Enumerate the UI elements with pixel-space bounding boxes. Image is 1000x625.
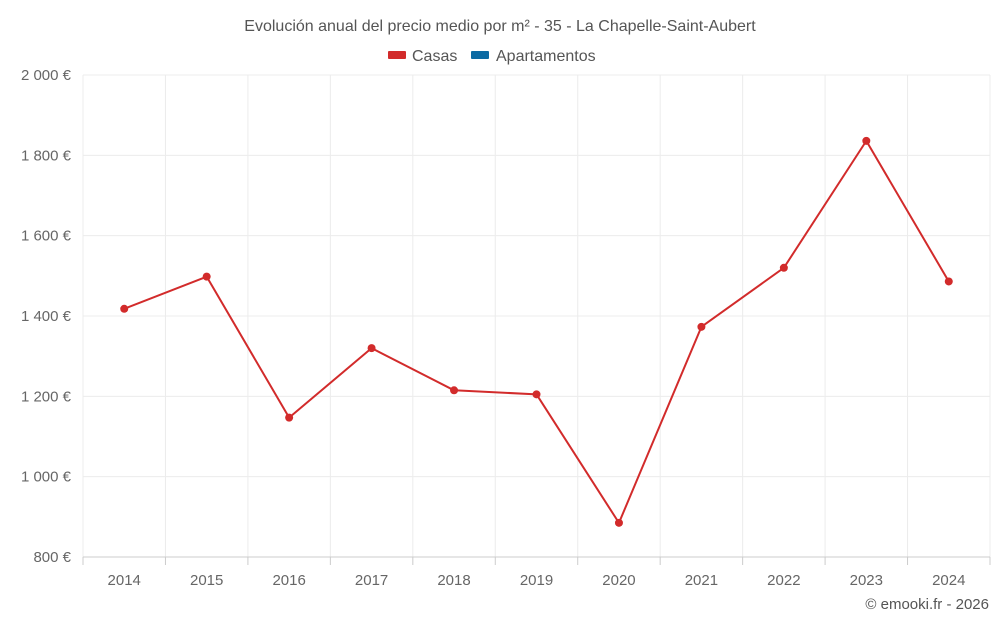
data-point-casas[interactable] [367,344,376,353]
y-tick-label: 1 200 € [21,388,72,405]
legend-swatch-casas [388,51,406,59]
chart-title: Evolución anual del precio medio por m² … [244,18,756,35]
legend-label-casas: Casas [412,48,457,65]
y-tick-label: 1 000 € [21,469,72,486]
data-point-casas[interactable] [697,322,706,331]
data-point-casas[interactable] [532,390,541,399]
y-tick-label: 2 000 € [21,67,72,84]
legend-item-casas[interactable]: Casas [388,48,457,65]
legend: Casas Apartamentos [388,48,596,65]
x-axis-ticks: 2014 2015 2016 2017 2018 2019 2020 2021 2022 2023… [82,557,991,589]
x-tick-label: 2021 [685,572,718,589]
data-point-casas[interactable] [614,518,623,527]
x-tick-label: 2017 [355,572,388,589]
data-point-casas[interactable] [285,413,294,422]
data-point-casas[interactable] [120,304,129,313]
legend-item-apartamentos[interactable]: Apartamentos [471,48,596,65]
x-tick-label: 2023 [850,572,883,589]
credit-text: © emooki.fr - 2026 [865,596,989,613]
y-tick-label: 800 € [33,549,71,566]
x-tick-label: 2022 [767,572,800,589]
data-point-casas[interactable] [450,386,459,395]
x-tick-label: 2018 [437,572,470,589]
x-tick-label: 2019 [520,572,553,589]
legend-label-apartamentos: Apartamentos [496,48,596,65]
y-tick-label: 1 600 € [21,228,72,245]
data-point-casas[interactable] [944,277,953,286]
data-point-casas[interactable] [862,136,871,145]
y-tick-label: 1 800 € [21,147,72,164]
x-tick-label: 2024 [932,572,965,589]
x-tick-label: 2020 [602,572,635,589]
x-tick-label: 2015 [190,572,223,589]
x-tick-label: 2016 [272,572,305,589]
grid-lines [82,74,991,557]
data-point-casas[interactable] [779,263,788,272]
series-layer [120,136,953,527]
y-axis-ticks: 800 € 1 000 € 1 200 € 1 400 € 1 600 € 1 800 €… [21,67,72,566]
legend-swatch-apartamentos [471,51,489,59]
data-point-casas[interactable] [202,272,211,281]
y-tick-label: 1 400 € [21,308,72,325]
x-tick-label: 2014 [108,572,141,589]
